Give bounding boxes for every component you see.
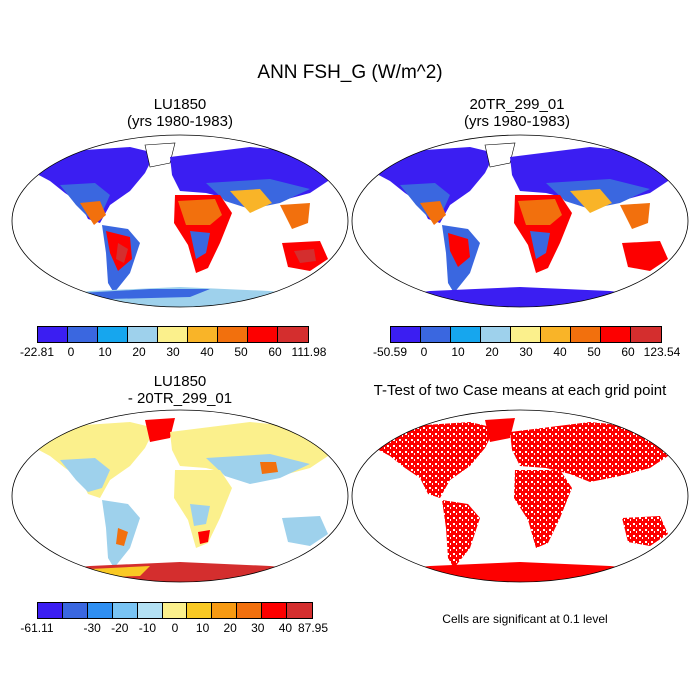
colorbar-label: 50 [234,345,248,359]
map-ttest [351,409,689,583]
colorbar-swatch [162,603,188,618]
colorbar-swatch [541,327,571,342]
colorbar-swatch [601,327,631,342]
panel-3-title-line1: LU1850 [153,373,207,390]
colorbar-swatch [98,327,128,342]
map-difference [11,409,349,583]
colorbar-label: 10 [98,345,112,359]
panel-3-title-line2: - 20TR_299_01 [127,390,233,407]
colorbar-label: -10 [138,621,157,635]
colorbar-swatch [128,327,158,342]
significance-note: Cells are significant at 0.1 level [442,612,608,626]
colorbar-label: 0 [171,621,179,635]
colorbar-swatch [188,327,218,342]
colorbar-20tr-boxes [390,326,662,343]
colorbar-label: 40 [200,345,214,359]
colorbar-label: 20 [132,345,146,359]
colorbar-swatch [212,603,238,618]
colorbar-swatch [38,327,68,342]
panel-2-title-line2: (yrs 1980-1983) [464,113,570,130]
panel-3-title: LU1850 - 20TR_299_01 [60,373,300,407]
colorbar-label: -20 [111,621,129,635]
colorbar-label: 30 [519,345,533,359]
colorbar-swatch [631,327,661,342]
colorbar-swatch [38,603,63,618]
colorbar-label: 60 [621,345,635,359]
colorbar-swatch [481,327,511,342]
colorbar-label: -50.59 [372,345,408,359]
colorbar-swatch [187,603,213,618]
colorbar-label: 10 [195,621,210,635]
colorbar-swatch [571,327,601,342]
colorbar-label: 0 [420,345,428,359]
colorbar-lu1850-boxes [37,326,309,343]
colorbar-label: 60 [268,345,282,359]
colorbar-swatch [278,327,308,342]
panel-1-title: LU1850 (yrs 1980-1983) [60,96,300,130]
colorbar-swatch [421,327,451,342]
colorbar-label: 111.98 [291,345,327,359]
colorbar-swatch [262,603,288,618]
colorbar-swatch [112,603,138,618]
colorbar-label: 87.95 [297,621,329,635]
panel-1-title-line2: (yrs 1980-1983) [127,113,233,130]
colorbar-swatch [248,327,278,342]
colorbar-swatch [451,327,481,342]
colorbar-label: 30 [251,621,265,635]
colorbar-label: 40 [278,621,293,635]
colorbar-label: 30 [166,345,180,359]
colorbar-swatch [137,603,163,618]
colorbar-swatch [511,327,541,342]
colorbar-label: 40 [553,345,567,359]
colorbar-swatch [68,327,98,342]
panel-2-title: 20TR_299_01 (yrs 1980-1983) [397,96,637,130]
map-lu1850 [11,134,349,308]
colorbar-label: 20 [223,621,237,635]
colorbar-swatch [87,603,113,618]
colorbar-label: 0 [67,345,75,359]
colorbar-swatch [287,603,312,618]
figure-title: ANN FSH_G (W/m^2) [257,62,443,83]
colorbar-label: 123.54 [643,345,681,359]
colorbar-swatch [158,327,188,342]
colorbar-swatch [62,603,88,618]
map-20tr [351,134,689,308]
colorbar-swatch [237,603,263,618]
colorbar-label: 10 [451,345,465,359]
colorbar-label: -61.11 [20,621,54,635]
colorbar-label: -30 [83,621,101,635]
colorbar-difference-boxes [37,602,313,619]
colorbar-label: 50 [587,345,601,359]
panel-1-title-line1: LU1850 [153,96,207,113]
panel-2-title-line1: 20TR_299_01 [469,96,565,113]
colorbar-label: 20 [485,345,499,359]
colorbar-swatch [218,327,248,342]
colorbar-swatch [391,327,421,342]
panel-4-title: T-Test of two Case means at each grid po… [373,382,667,399]
colorbar-label: -22.81 [19,345,55,359]
